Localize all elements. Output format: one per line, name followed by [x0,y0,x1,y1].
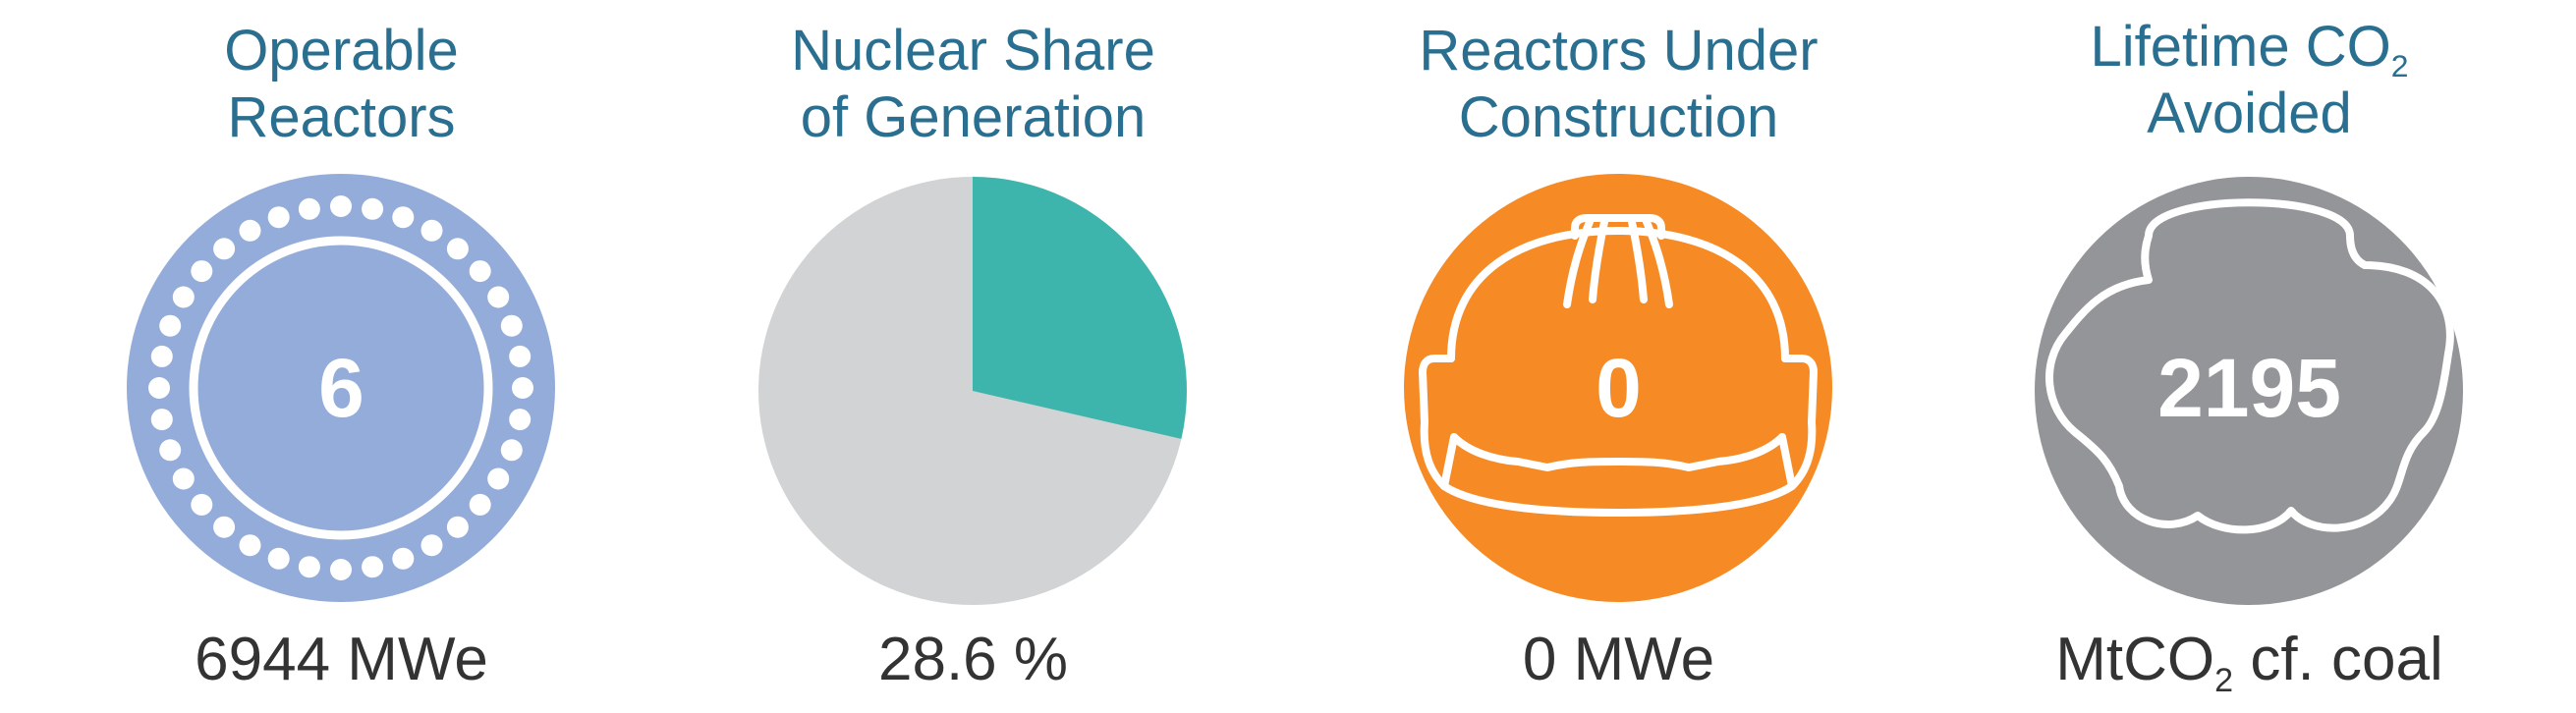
operable-reactors-panel: Operable Reactors 6 6944 MWe [20,0,663,713]
nuclear-share-pie [758,177,1187,605]
reactor-dot [298,197,320,220]
reactor-dot [150,409,173,431]
reactor-dot [446,516,469,538]
unit-subscript: 2 [2214,661,2234,699]
reactor-dot [362,556,384,578]
title-line: Construction [1458,85,1779,149]
reactor-dot [150,345,173,367]
nuclear-share-percent: 28.6 % [877,626,1069,693]
reactor-dot [446,238,469,260]
reactor-dot [239,534,261,557]
reactor-dot [213,238,236,260]
nuclear-share-panel: Nuclear Share of Generation 28.6 % [651,0,1295,713]
reactor-dot [267,547,290,570]
reactor-dot [392,206,415,229]
reactor-dot [420,534,443,557]
operable-reactors-capacity: 6944 MWe [195,626,488,693]
cloud-icon [2035,177,2463,605]
reactor-dot [298,556,320,578]
reactor-dot [469,493,491,516]
reactor-dot [172,286,195,308]
under-construction-title: Reactors Under Construction [1297,18,1940,151]
hard-hat-icon [1404,174,1832,602]
reactor-dot [469,260,491,283]
title-line: Nuclear Share [791,19,1155,82]
under-construction-panel: Reactors Under Construction 0 0 MWe [1297,0,1940,713]
reactor-dot [159,439,182,462]
title-line: Avoided [2147,82,2352,145]
reactor-dot [213,516,236,538]
under-construction-capacity: 0 MWe [1522,626,1715,693]
reactor-dot [362,197,384,220]
co2-avoided-value: 2195 [2157,342,2341,434]
reactor-dot [509,345,532,367]
title-line: Lifetime CO2 [1928,14,2571,84]
under-construction-count: 0 [1596,342,1642,434]
co2-avoided-unit: MtCO2 cf. coal [1928,625,2571,697]
reactor-dot [191,493,213,516]
title-text: Lifetime CO [2090,15,2391,79]
reactor-dot [392,547,415,570]
title-subscript: 2 [2390,48,2409,84]
operable-reactors-count: 6 [318,342,364,434]
nuclear-share-title: Nuclear Share of Generation [651,18,1295,151]
title-line: Operable [224,19,459,82]
operable-reactors-title: Operable Reactors [20,18,663,151]
reactor-dot [330,559,352,580]
reactor-dot [487,467,510,490]
reactor-dot [487,286,510,308]
title-line: Reactors [227,85,456,149]
co2-avoided-panel: Lifetime CO2 Avoided 2195 MtCO2 cf. coal [1928,0,2571,713]
title-line: of Generation [800,85,1147,149]
reactor-dot [172,467,195,490]
co2-avoided-title: Lifetime CO2 Avoided [1928,14,2571,147]
reactor-dot [239,219,261,242]
reactor-dot [509,409,532,431]
reactor-core-icon [127,174,555,602]
reactor-dot [148,377,170,399]
reactor-dot [500,314,523,337]
pie-slice-nuclear [973,177,1187,439]
reactor-dot [267,206,290,229]
unit-text: MtCO [2055,626,2215,693]
reactor-dot [330,195,352,217]
title-line: Reactors Under [1419,19,1819,82]
reactor-dot [420,219,443,242]
reactor-dot [191,260,213,283]
reactor-dot [500,439,523,462]
reactor-dot [512,377,533,399]
reactor-dot [159,314,182,337]
unit-text: cf. coal [2233,626,2443,693]
